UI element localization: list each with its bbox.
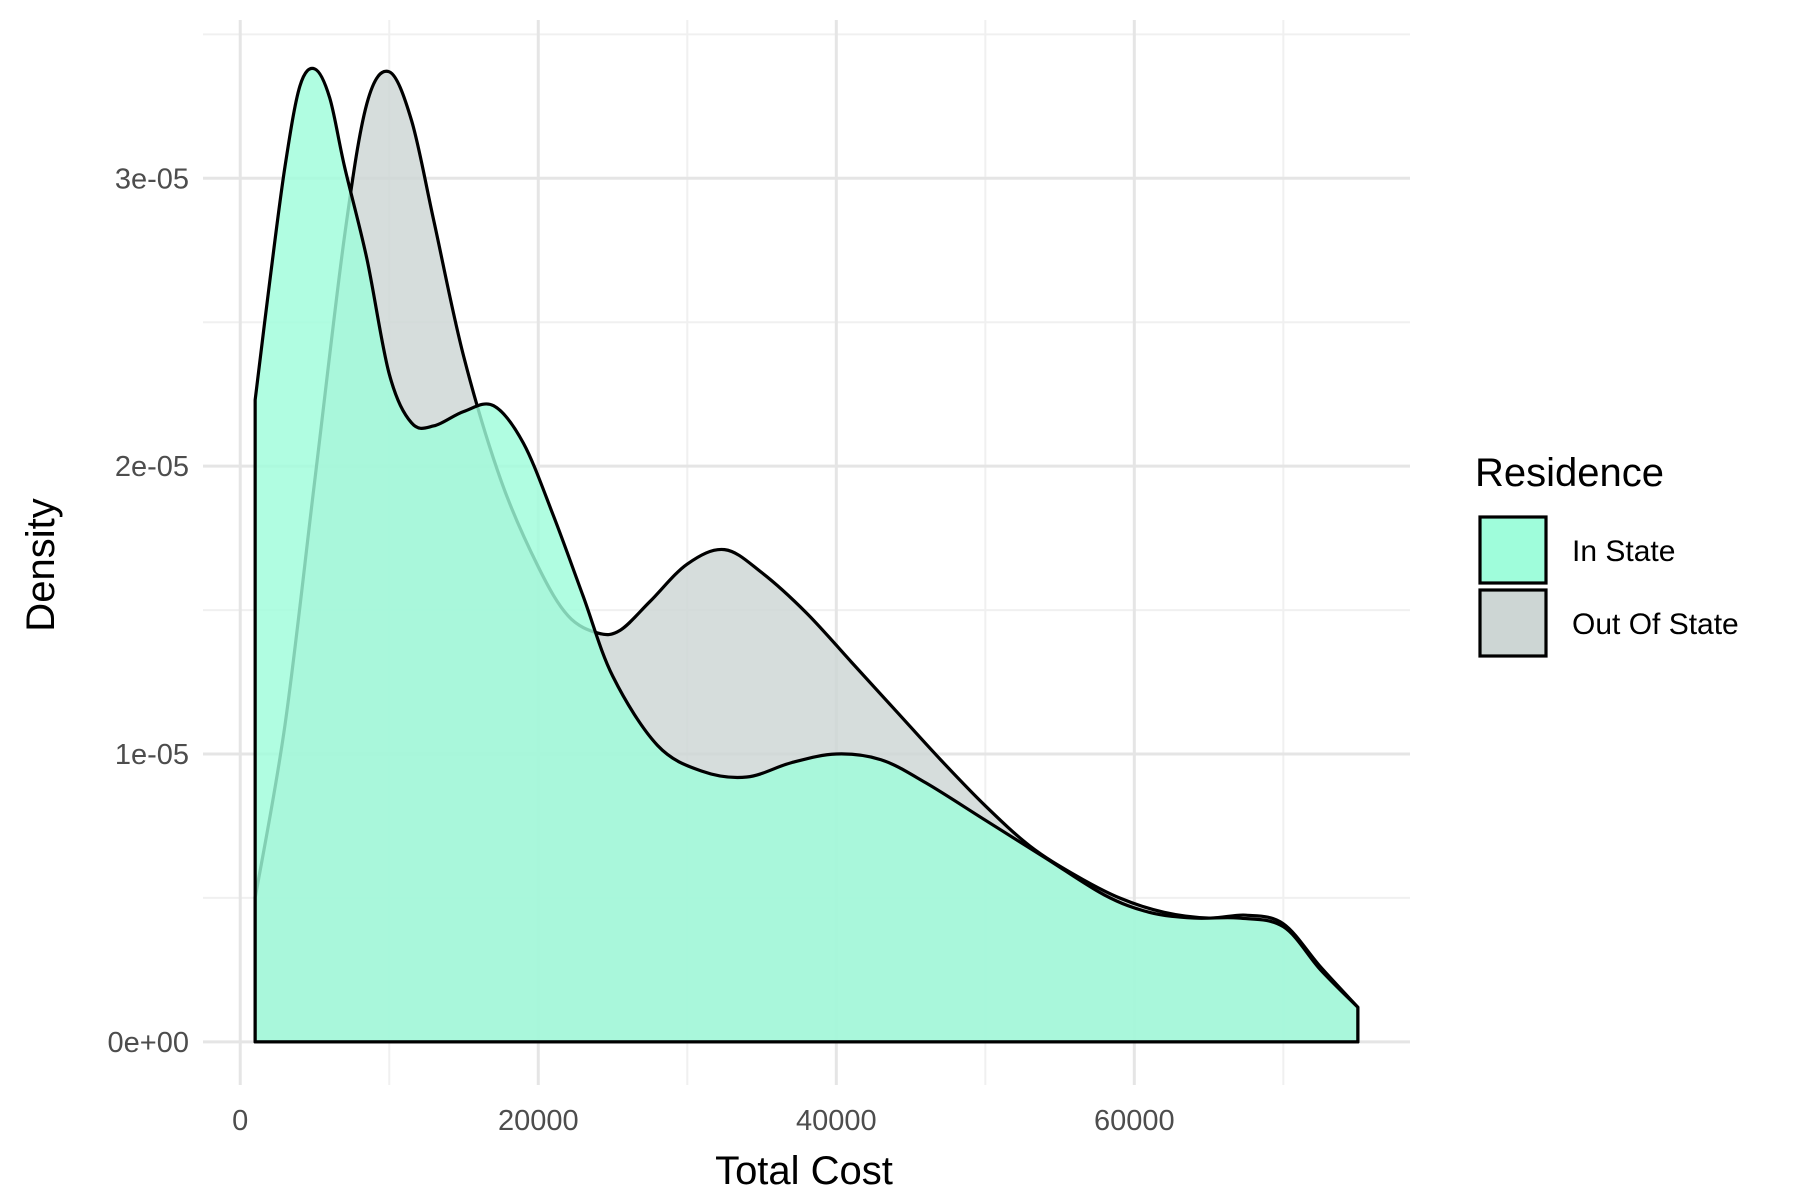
legend-label-out-of-state: Out Of State — [1572, 608, 1739, 641]
x-tick-label: 40000 — [796, 1105, 877, 1137]
y-tick-label: 3e-05 — [115, 163, 189, 195]
x-axis-title: Total Cost — [715, 1149, 893, 1193]
axis-ticks: 0 20000 40000 60000 0e+00 1e-05 2e-05 3e-05 — [108, 163, 1175, 1137]
legend-key-out-of-state — [1478, 588, 1548, 658]
y-tick-label: 0e+00 — [108, 1027, 189, 1059]
legend-key-in-state — [1478, 515, 1548, 585]
density-area-in-state — [253, 66, 1360, 1044]
legend-label-in-state: In State — [1572, 535, 1675, 568]
x-tick-label: 60000 — [1094, 1105, 1175, 1137]
y-tick-label: 2e-05 — [115, 451, 189, 483]
legend-title: Residence — [1475, 451, 1664, 495]
y-axis-title: Density — [19, 498, 63, 631]
density-areas — [253, 66, 1360, 1044]
legend: Residence In State Out Of State — [1475, 451, 1739, 658]
y-tick-label: 1e-05 — [115, 739, 189, 771]
x-tick-label: 20000 — [498, 1105, 579, 1137]
x-tick-label: 0 — [232, 1105, 248, 1137]
